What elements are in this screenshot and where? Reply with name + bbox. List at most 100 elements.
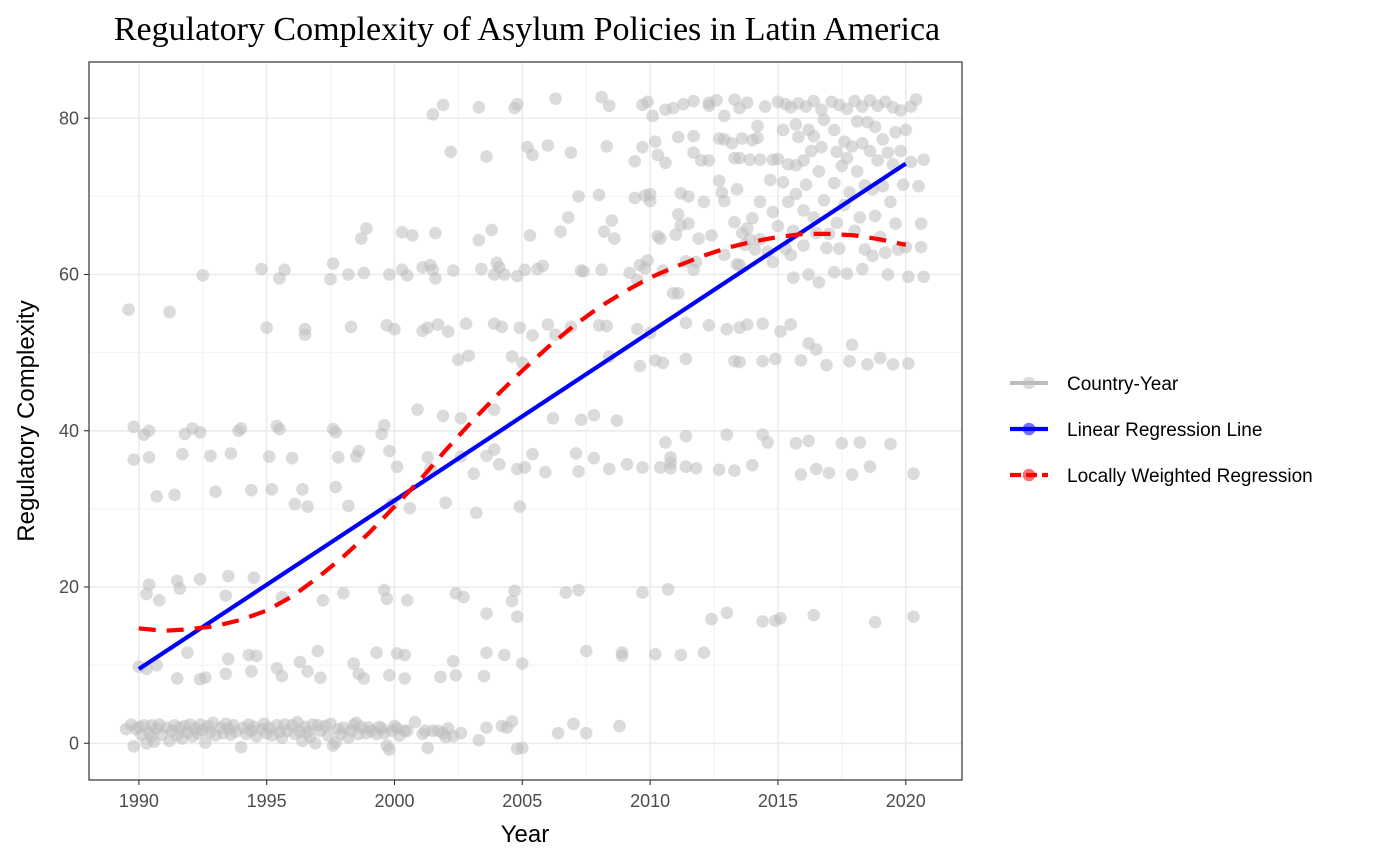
data-point [804,144,818,158]
data-point [899,123,913,137]
data-point [654,461,667,474]
data-point [199,736,212,749]
data-point [395,226,409,239]
data-point [756,354,769,368]
data-point [480,150,493,163]
data-point [740,96,754,109]
data-point [687,146,700,159]
data-point [789,187,803,201]
data-point [807,608,821,622]
data-point [498,268,511,281]
data-point [735,132,749,145]
data-point [812,276,826,289]
data-point [720,322,734,336]
data-point [219,589,233,602]
data-point [751,119,764,133]
data-point [569,447,583,460]
data-point [822,466,836,480]
data-point [809,343,823,356]
data-point [868,120,882,134]
data-point [710,93,723,107]
data-point [820,241,833,255]
data-point [602,99,616,113]
data-point [679,460,693,474]
data-point [845,338,859,352]
x-axis: 1990 1995 2000 2005 2010 2015 2020 [119,780,926,811]
data-point [753,153,767,166]
data-point [513,500,527,513]
data-point [574,413,588,427]
data-point [554,225,567,238]
data-point [705,229,718,242]
data-point [889,217,902,231]
data-point [687,94,700,108]
data-point [352,444,365,458]
data-point [753,195,767,209]
data-point [671,130,685,144]
data-point [546,411,560,425]
data-point [827,176,841,190]
data-point [446,654,460,668]
data-point [421,321,435,334]
y-tick-label: 60 [59,265,79,285]
data-point [861,358,874,371]
data-point [605,214,619,227]
data-point [730,183,744,196]
data-point [786,271,800,284]
scatter-points [119,90,930,756]
loess-regression-line [138,231,907,633]
data-point [408,715,422,729]
data-point [523,229,537,242]
data-point [577,265,590,278]
legend-label: Linear Regression Line [1067,420,1262,441]
data-point [357,266,371,280]
data-point [689,461,703,475]
data-point [692,232,705,245]
data-point [758,100,772,113]
data-point [679,352,693,366]
data-point [446,264,460,277]
data-point [265,483,279,496]
data-point [917,153,930,166]
data-point [809,462,823,476]
data-point [288,497,302,511]
data-point [830,145,844,159]
data-point [234,740,248,754]
x-tick-label: 2015 [758,791,798,811]
data-point [495,719,509,733]
data-point [204,449,217,463]
data-point [475,262,488,276]
data-point [400,594,414,607]
data-point [774,325,787,338]
data-point [853,436,867,449]
data-point [510,610,524,624]
data-point [541,139,555,152]
data-point [648,135,662,148]
data-point [505,594,519,608]
data-point [659,436,672,449]
data-point [495,320,509,334]
data-point [784,318,798,331]
x-tick-label: 2020 [886,791,926,811]
data-point [536,259,550,273]
data-point [608,232,621,245]
data-point [733,258,746,272]
data-point [421,741,435,755]
data-point [344,320,358,334]
legend-item: Locally Weighted Regression [1010,466,1313,487]
data-point [301,665,314,678]
x-tick-label: 2005 [502,791,542,811]
data-point [763,173,777,187]
data-point [807,94,821,108]
data-point [193,426,207,439]
data-point [403,501,417,515]
y-tick-label: 20 [59,577,79,597]
data-point [636,140,649,154]
data-point [370,646,383,659]
data-point [434,670,447,684]
legend-item: Country-Year [1010,374,1179,395]
data-point [771,152,785,166]
data-point [411,403,424,416]
data-point [832,242,846,256]
data-point [799,178,813,191]
